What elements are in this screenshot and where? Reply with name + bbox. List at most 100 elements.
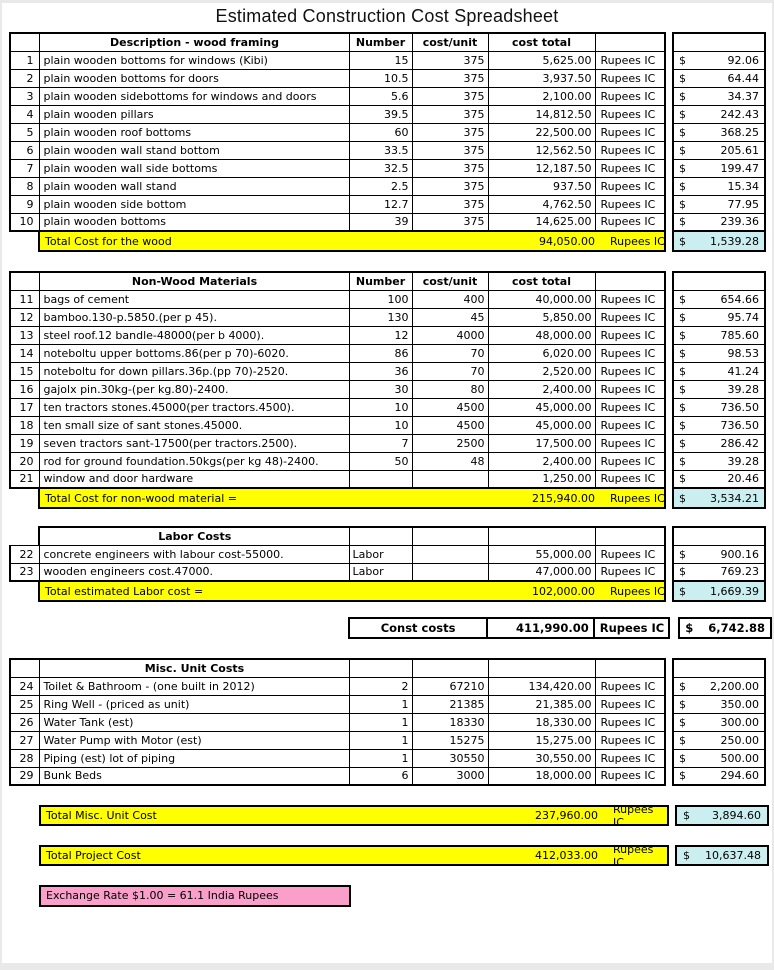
currency-cell: Rupees IC xyxy=(594,433,666,453)
column-gap xyxy=(665,87,673,105)
description-cell: plain wooden roof bottoms xyxy=(38,122,350,142)
dollar-sign-label: $ xyxy=(679,472,686,486)
usd-cell-content: $92.06 xyxy=(675,52,763,68)
usd-cell-content: $350.00 xyxy=(675,696,763,712)
row-number-cell: 16 xyxy=(9,379,40,399)
total-row-spacer xyxy=(10,231,39,251)
description-cell: gajolx pin.30kg-(per kg.80)-2400. xyxy=(38,379,350,399)
currency-cell: Rupees IC xyxy=(594,712,666,732)
usd-cell: $34.37 xyxy=(672,86,766,106)
table-row: 28 Piping (est) lot of piping 1 30550 30,550… xyxy=(9,748,766,768)
column-gap xyxy=(665,105,673,123)
usd-cell-content: $39.28 xyxy=(675,381,763,397)
column-gap xyxy=(665,545,673,563)
usd-value: 300.00 xyxy=(720,715,760,729)
description-cell: plain wooden wall stand xyxy=(38,176,350,196)
usd-cell: $77.95 xyxy=(672,194,766,214)
row-number-cell: 17 xyxy=(9,397,40,417)
cost-unit-cell: 400 xyxy=(411,289,489,309)
currency-cell: Rupees IC xyxy=(594,158,666,178)
number-cell: 12.7 xyxy=(348,194,413,214)
usd-value: 95.74 xyxy=(727,310,760,324)
dollar-sign-label: $ xyxy=(683,809,690,822)
section-title-cell: Labor Costs xyxy=(38,526,350,546)
usd-cell-content: $39.28 xyxy=(675,453,763,469)
usd-cell-content: $6,742.88 xyxy=(680,619,770,637)
cost-total-column-header: cost total xyxy=(487,32,596,52)
currency-column-header xyxy=(594,658,666,678)
currency-column-header xyxy=(594,32,666,52)
currency-cell: Rupees IC xyxy=(594,104,666,124)
usd-cell-content: $34.37 xyxy=(675,88,763,104)
cost-unit-cell xyxy=(411,562,489,582)
number-cell: 39 xyxy=(348,212,413,232)
cost-total-cell: 937.50 xyxy=(487,176,596,196)
row-number-header-cell xyxy=(9,32,40,52)
table-header-row: Description - wood framing Number cost/uni… xyxy=(9,32,766,52)
usd-value: 199.47 xyxy=(720,161,760,175)
usd-cell-content: $3,534.21 xyxy=(675,490,763,506)
cost-unit-cell: 375 xyxy=(411,176,489,196)
row-number-cell: 14 xyxy=(9,343,40,363)
currency-cell: Rupees IC xyxy=(594,140,666,160)
usd-value: 286.42 xyxy=(720,436,760,450)
column-gap xyxy=(665,416,673,434)
usd-column-header xyxy=(672,526,766,546)
usd-cell-content: $20.46 xyxy=(675,471,763,487)
usd-cell: $98.53 xyxy=(672,343,766,363)
total-cost-value: 94,050.00 xyxy=(539,234,595,248)
column-gap xyxy=(665,272,673,290)
total-highlight-cell: Total Cost for non-wood material = 215,94… xyxy=(38,487,666,509)
usd-cell: $20.46 xyxy=(672,469,766,489)
number-cell: 10 xyxy=(348,415,413,435)
currency-cell: Rupees IC xyxy=(594,361,666,381)
dollar-sign-label: $ xyxy=(685,621,694,635)
cost-total-cell: 134,420.00 xyxy=(487,676,596,696)
total-cost-value: 215,940.00 xyxy=(532,491,595,505)
usd-value: 3,894.60 xyxy=(712,809,761,822)
currency-cell: Rupees IC xyxy=(594,379,666,399)
row-number-cell: 23 xyxy=(9,562,40,582)
usd-cell-content: $286.42 xyxy=(675,435,763,451)
usd-cell: $654.66 xyxy=(672,289,766,309)
usd-cell-content: $95.74 xyxy=(675,309,763,325)
row-number-cell: 3 xyxy=(9,86,40,106)
table-row: 17 ten tractors stones.45000(per tractors… xyxy=(9,397,766,417)
usd-cell-content: $368.25 xyxy=(675,124,763,140)
table-row: 10 plain wooden bottoms 39 375 14,625.00 Rupe… xyxy=(9,212,766,232)
section-title-cell: Misc. Unit Costs xyxy=(38,658,350,678)
cost-unit-cell: 30550 xyxy=(411,748,489,768)
column-gap xyxy=(665,290,673,308)
summary-bar-currency: Rupees IC xyxy=(613,842,654,869)
currency-cell: Rupees IC xyxy=(594,766,666,786)
cost-unit-cell: 2500 xyxy=(411,433,489,453)
dollar-sign-label: $ xyxy=(679,584,686,598)
usd-cell: $368.25 xyxy=(672,122,766,142)
total-row-content: Total Cost for non-wood material = 215,94… xyxy=(41,490,663,506)
dollar-sign-label: $ xyxy=(679,491,686,505)
cost-unit-column-header xyxy=(411,658,489,678)
usd-cell: $500.00 xyxy=(672,748,766,768)
currency-cell: Rupees IC xyxy=(594,730,666,750)
table-total-row: Total estimated Labor cost = 102,000.00 Ru… xyxy=(10,580,766,602)
usd-cell: $294.60 xyxy=(672,766,766,786)
summary-bar-highlight: Total Project Cost 412,033.00 Rupees IC xyxy=(39,842,669,869)
description-cell: plain wooden bottoms for windows (Kibi) xyxy=(38,50,350,70)
description-cell: ten small size of sant stones.45000. xyxy=(38,415,350,435)
usd-cell: $300.00 xyxy=(672,712,766,732)
number-cell: 36 xyxy=(348,361,413,381)
row-number-cell: 18 xyxy=(9,415,40,435)
dollar-sign-label: $ xyxy=(679,547,686,561)
cost-total-cell: 5,850.00 xyxy=(487,307,596,327)
table-row: 21 window and door hardware 1,250.00 Rupees… xyxy=(9,469,766,489)
usd-value: 98.53 xyxy=(727,346,760,360)
usd-cell-content: $654.66 xyxy=(675,291,763,307)
section-title-cell: Description - wood framing xyxy=(38,32,350,52)
number-column-header xyxy=(348,526,413,546)
currency-cell: Rupees IC xyxy=(594,194,666,214)
usd-cell: $41.24 xyxy=(672,361,766,381)
summary-bar-usd-cell: $3,894.60 xyxy=(675,805,769,826)
dollar-sign-label: $ xyxy=(679,346,686,360)
table-row: 7 plain wooden wall side bottoms 32.5 375 12… xyxy=(9,158,766,178)
cost-table-labor: Labor Costs 22 concrete engineers with lab… xyxy=(9,526,766,602)
